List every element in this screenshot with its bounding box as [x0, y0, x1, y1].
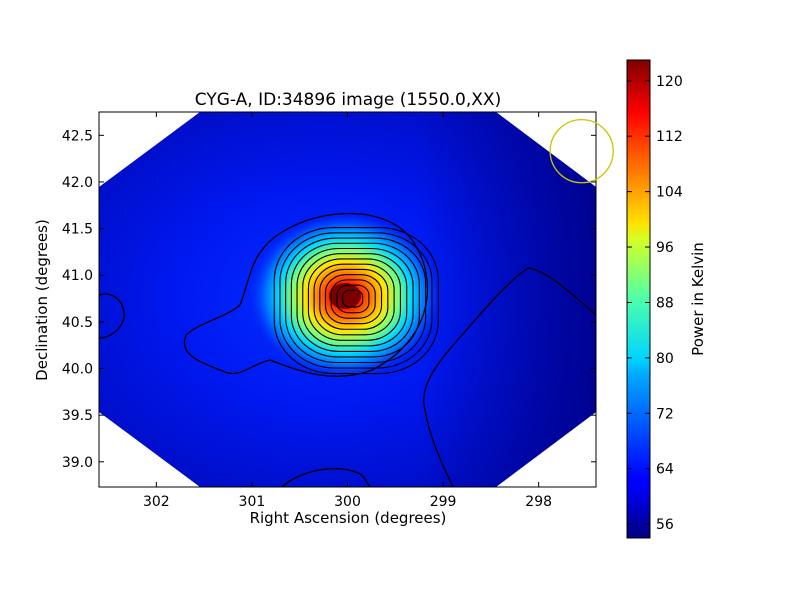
contour-ring	[279, 232, 433, 369]
y-tick-label: 41.0	[62, 268, 93, 284]
colorbar-tick-label: 56	[656, 517, 674, 533]
colorbar-label: Power in Kelvin	[689, 242, 707, 356]
contour-ring	[285, 237, 427, 364]
contour-right-channel	[423, 267, 596, 487]
y-axis-label: Declination (degrees)	[33, 219, 51, 381]
beam-circle	[549, 118, 614, 184]
colorbar	[626, 59, 651, 539]
contour-ring	[330, 279, 376, 319]
colorbar-tick-label: 88	[656, 295, 674, 311]
contour-rings	[273, 227, 439, 375]
x-axis-label: Right Ascension (degrees)	[250, 509, 447, 527]
y-axis-ticks: 39.0 39.5 40.0 40.5 41.0 41.5 42.0 42.5	[62, 128, 596, 471]
y-tick-label: 39.0	[62, 455, 93, 471]
chart-title: CYG-A, ID:34896 image (1550.0,XX)	[195, 90, 501, 110]
contour-lines	[99, 212, 596, 487]
x-tick-label: 300	[334, 494, 361, 510]
colorbar-ticks: 56 64 72 80 88 96 104 112 120	[627, 74, 683, 533]
contour-ring	[336, 284, 370, 314]
x-tick-label: 302	[143, 494, 170, 510]
y-tick-label: 42.0	[62, 175, 93, 191]
contour-outer	[183, 212, 429, 377]
contour-ring	[307, 258, 401, 341]
colorbar-tick-label: 112	[656, 129, 683, 145]
contour-ring	[273, 227, 439, 375]
y-tick-label: 40.5	[62, 315, 93, 331]
colorbar-tick-label: 96	[656, 240, 674, 256]
y-tick-label: 41.5	[62, 222, 93, 238]
contour-ring	[302, 253, 408, 347]
contour-ring	[296, 247, 414, 352]
contour-bottom	[281, 467, 371, 487]
colorbar-tick-label: 64	[656, 462, 674, 478]
colorbar-tick-label: 80	[656, 351, 674, 367]
contour-ring	[313, 263, 395, 336]
y-tick-label: 42.5	[62, 128, 93, 144]
y-tick-label: 40.0	[62, 362, 93, 378]
x-tick-label: 299	[430, 494, 457, 510]
colorbar-tick-label: 72	[656, 406, 674, 422]
contour-ring	[319, 268, 389, 330]
colorbar-tick-label: 104	[656, 185, 683, 201]
heatmap-image	[99, 112, 596, 487]
colorbar-tick-label: 120	[656, 74, 683, 90]
contour-left-edge	[99, 293, 125, 339]
contour-ring	[324, 274, 383, 325]
x-tick-label: 298	[525, 494, 552, 510]
x-tick-label: 301	[239, 494, 266, 510]
contour-ring	[290, 242, 420, 358]
y-tick-label: 39.5	[62, 408, 93, 424]
x-axis-ticks: 302 301 300 299 298	[143, 112, 552, 510]
contour-ring	[342, 289, 364, 308]
